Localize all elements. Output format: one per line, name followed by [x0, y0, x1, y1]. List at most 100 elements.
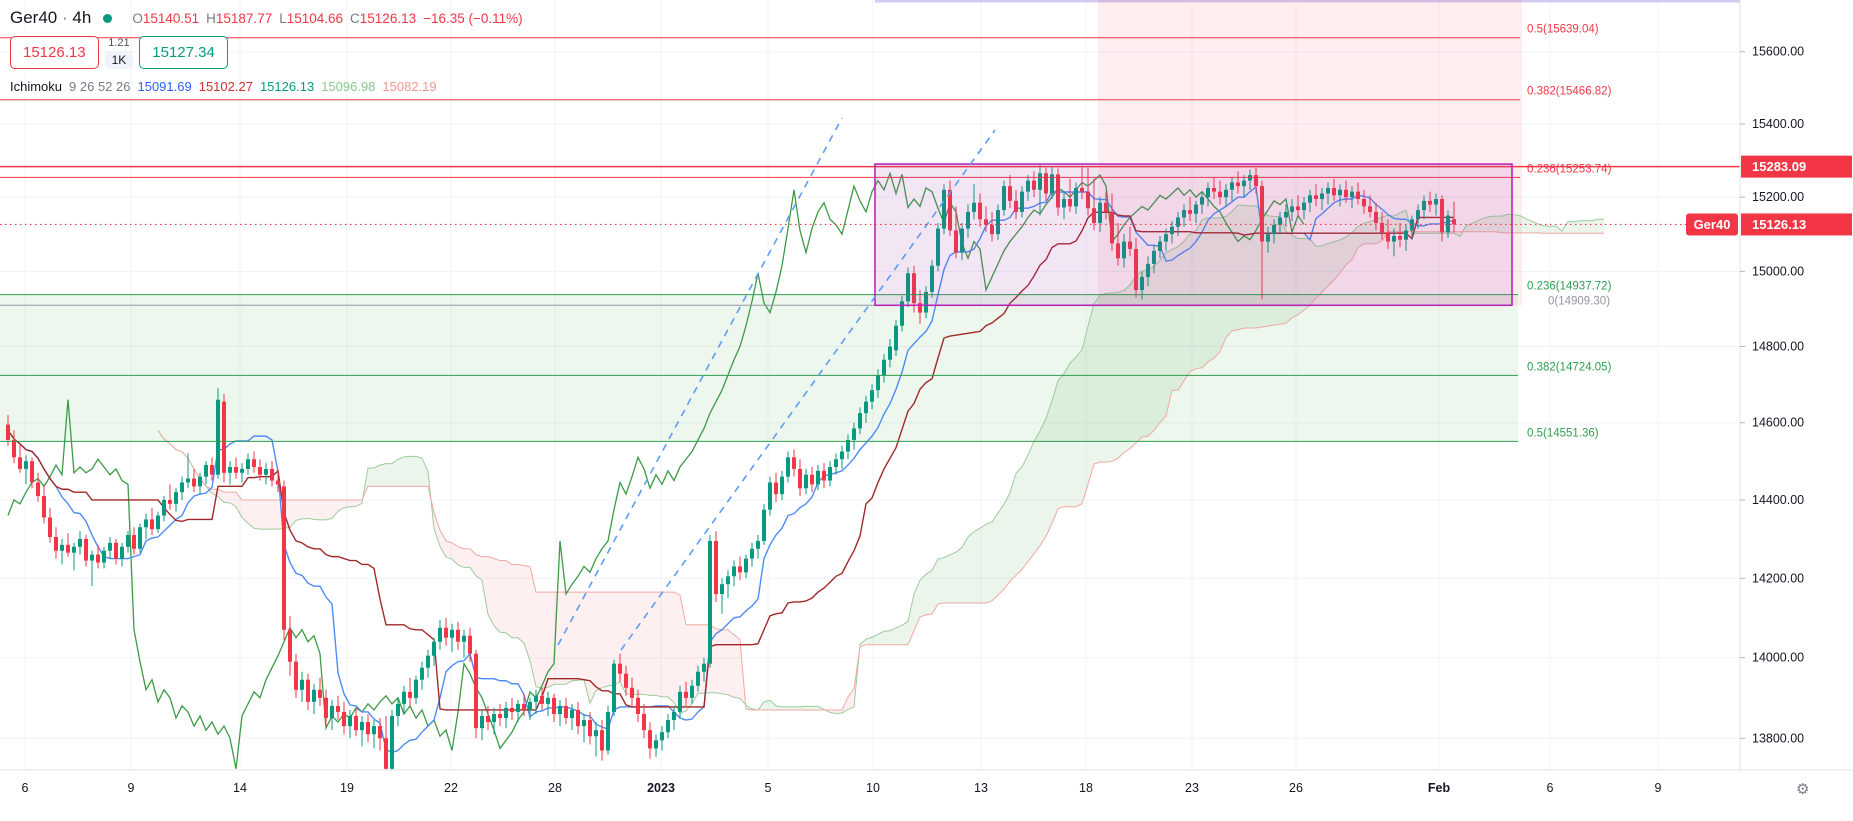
candle-body: [1446, 215, 1450, 233]
candle-body: [594, 730, 598, 737]
cloud-segment: [1082, 326, 1088, 504]
cloud-segment: [638, 592, 644, 695]
candle-body: [1014, 200, 1018, 212]
candle-body: [570, 709, 574, 719]
candle-body: [204, 465, 208, 477]
cloud-segment: [884, 630, 890, 645]
candle-body: [720, 584, 724, 595]
cloud-segment: [1052, 380, 1058, 524]
candle-body: [1062, 199, 1066, 208]
candle-body: [1410, 219, 1414, 231]
symbol-chip-bg: [1686, 213, 1738, 236]
cloud-segment: [1268, 215, 1274, 327]
candle-body: [1212, 187, 1216, 192]
candle-body: [150, 519, 154, 530]
time-tick-label: 10: [866, 781, 880, 795]
dashed-trendline: [557, 117, 843, 646]
time-tick-label: 22: [444, 781, 458, 795]
cloud-segment: [332, 499, 338, 519]
candle-body: [750, 548, 754, 559]
candle-body: [1086, 191, 1090, 209]
cloud-segment: [848, 688, 854, 710]
candle-body: [936, 228, 940, 266]
candle-body: [678, 691, 682, 712]
fib-label: 0.382(15466.82): [1527, 86, 1612, 98]
candle-body: [1194, 204, 1198, 214]
cloud-segment: [290, 499, 296, 528]
cloud-segment: [806, 706, 812, 710]
candle-body: [666, 720, 670, 733]
volume-chip[interactable]: 1K: [104, 50, 134, 69]
cloud-segment: [1328, 241, 1334, 286]
cloud-segment: [1028, 441, 1034, 562]
candle-body: [1374, 211, 1378, 224]
candle-body: [600, 730, 604, 751]
cloud-segment: [602, 592, 608, 688]
cloud-segment: [1526, 218, 1532, 233]
axis-settings-gear-icon[interactable]: ⚙: [1796, 781, 1809, 798]
candle-body: [768, 482, 772, 510]
candle-body: [906, 273, 910, 302]
candle-body: [18, 457, 22, 469]
cloud-segment: [1004, 492, 1010, 590]
candle-body: [1146, 263, 1150, 277]
cloud-segment: [1172, 246, 1178, 391]
cloud-segment: [1472, 220, 1478, 232]
cloud-segment: [668, 592, 674, 703]
candle-body: [12, 439, 16, 458]
order-panel: 15126.13 1.21 1K 15127.34: [10, 36, 523, 69]
candle-body: [276, 480, 280, 485]
candle-body: [588, 720, 592, 737]
cloud-segment: [1586, 220, 1592, 234]
candle-body: [78, 538, 82, 547]
candle-body: [648, 730, 652, 749]
symbol-row[interactable]: Ger40 · 4h O15140.51 H15187.77 L15104.66…: [10, 8, 523, 28]
cloud-segment: [1184, 234, 1190, 381]
fib-label: 0(14909.30): [1548, 295, 1610, 307]
cloud-segment: [566, 592, 572, 685]
candle-body: [882, 359, 886, 375]
fib-label: 0.5(15639.04): [1527, 24, 1599, 36]
indicator-values: 15091.69 15102.27 15126.13 15096.98 15082.19: [137, 79, 443, 94]
time-axis[interactable]: 6 9 14 19 22 28 2023 5 10 13 18 23 26 Feb 6 9: [22, 781, 1662, 795]
cloud-segment: [578, 592, 584, 681]
time-tick-label: 9: [1655, 781, 1662, 795]
candle-body: [222, 401, 226, 473]
senkou-a-line: [157, 204, 1604, 715]
time-tick-label: 6: [1547, 781, 1554, 795]
candle-body: [450, 629, 454, 638]
candle-body: [1320, 193, 1324, 200]
candle-body: [402, 691, 406, 704]
cloud-segment: [230, 492, 236, 507]
symbol-title[interactable]: Ger40 · 4h: [10, 8, 92, 27]
candle-body: [606, 711, 610, 751]
cloud-segment: [464, 548, 470, 568]
sell-button[interactable]: 15126.13: [10, 36, 99, 69]
cloud-segment: [254, 499, 260, 530]
cloud-segment: [572, 592, 578, 681]
symbol-price-chip: Ger40: [1686, 213, 1738, 236]
candle-body: [1020, 191, 1024, 212]
buy-button[interactable]: 15127.34: [139, 36, 228, 69]
cloud-segment: [1220, 216, 1226, 352]
time-axis-bg[interactable]: [0, 770, 1853, 821]
plot-area: [6, 164, 1604, 770]
price-axis[interactable]: 15600.00 15400.00 15200.00 15000.00 14800.00…: [1740, 45, 1804, 746]
candle-body: [1038, 173, 1042, 190]
candle-body: [1188, 210, 1192, 214]
tenkan-line: [7, 185, 1454, 754]
price-axis-bg[interactable]: [1740, 0, 1853, 821]
cloud-segment: [800, 706, 806, 710]
candle-body: [264, 468, 268, 475]
cloud-segment: [836, 709, 842, 714]
candle-body: [834, 459, 838, 467]
cloud-segment: [1136, 271, 1142, 443]
candle-body: [1230, 182, 1234, 190]
cloud-segment: [1010, 473, 1016, 582]
candle-body: [1266, 234, 1270, 242]
candle-body: [576, 709, 580, 727]
indicator-row[interactable]: Ichimoku 9 26 52 26 15091.69 15102.27 1512…: [10, 79, 523, 94]
candle-body: [372, 726, 376, 735]
